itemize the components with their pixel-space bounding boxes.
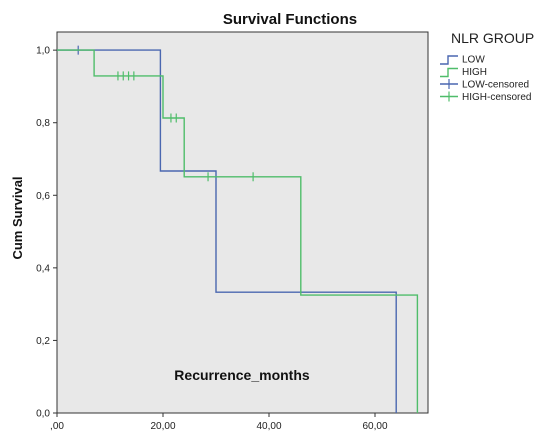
chart-title: Survival Functions <box>223 11 357 28</box>
x-tick-label: ,00 <box>50 421 64 432</box>
legend-title: NLR GROUP <box>451 30 534 46</box>
legend-item-low-label: LOW <box>462 55 485 66</box>
y-axis-label: Cum Survival <box>10 176 25 259</box>
x-tick-label: 40,00 <box>256 421 281 432</box>
legend-item-high-label: HIGH <box>462 67 487 78</box>
y-tick-label: 0,6 <box>36 191 50 202</box>
legend-item-high-censored-label: HIGH-censored <box>462 92 531 103</box>
y-tick-label: 0,8 <box>36 118 50 129</box>
series-line-high <box>57 49 419 413</box>
legend-item-high-swatch <box>440 67 458 78</box>
y-tick-label: 0,0 <box>36 409 50 420</box>
series-line-low <box>57 49 397 413</box>
legend-item-low-censored-label: LOW-censored <box>462 80 529 91</box>
x-tick-label: 20,00 <box>150 421 175 432</box>
y-tick-label: 1,0 <box>36 46 50 57</box>
series-lines <box>57 45 419 413</box>
legend-item-low-swatch <box>440 55 458 65</box>
plot-area <box>56 31 429 414</box>
y-tick-label: 0,2 <box>36 336 50 347</box>
axes: 0,0 0,2 0,4 0,6 0,8 1,0 ,00 20,00 40,00 60,00 <box>36 46 388 432</box>
x-tick-label: 60,00 <box>362 421 387 432</box>
x-axis-label: Recurrence_months <box>174 367 310 383</box>
y-tick-label: 0,4 <box>36 263 50 274</box>
